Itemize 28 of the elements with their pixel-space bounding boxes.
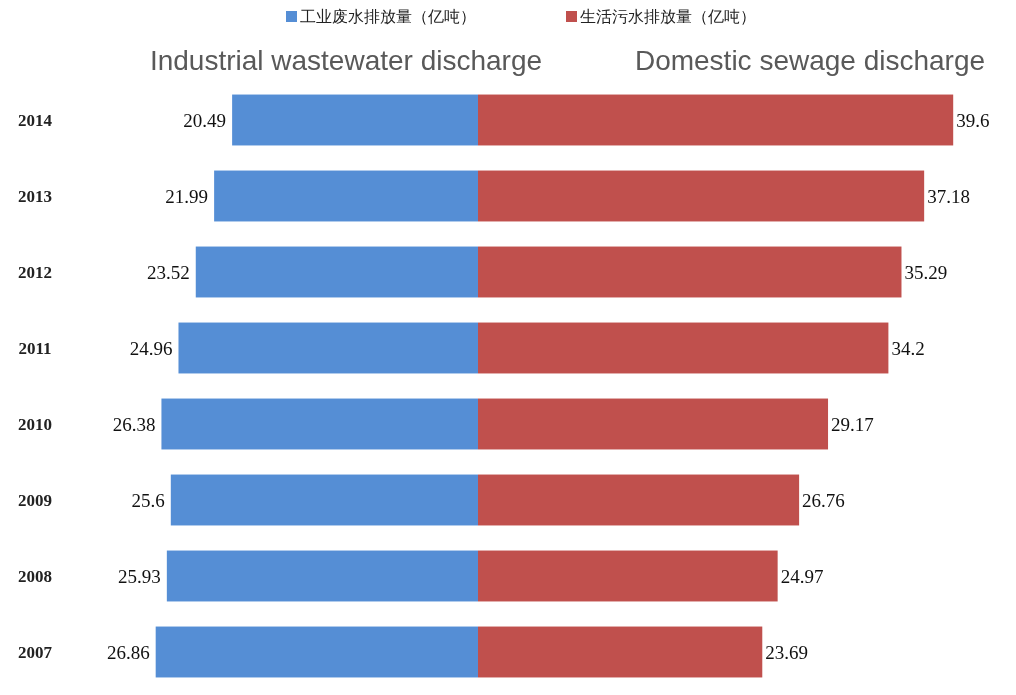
data-label: 26.38: [112, 414, 156, 435]
data-label: 35.29: [904, 262, 948, 283]
data-label: 23.69: [765, 642, 809, 663]
data-label: 39.6: [956, 110, 990, 131]
data-label: 25.93: [118, 566, 161, 587]
legend-label: 工业废水排放量（亿吨）: [300, 8, 476, 25]
data-label: 21.99: [165, 186, 209, 207]
y-tick-label: 2014: [18, 111, 53, 130]
y-tick-label: 2011: [18, 339, 52, 358]
data-label: 29.17: [831, 414, 874, 435]
data-label: 24.96: [129, 338, 173, 359]
data-label: 34.2: [891, 338, 925, 359]
data-label: 24.97: [780, 566, 824, 587]
y-tick-label: 2012: [18, 263, 52, 282]
y-tick-label: 2008: [18, 567, 52, 586]
data-label: 26.76: [802, 490, 845, 511]
data-label: 20.49: [183, 110, 227, 131]
y-tick-label: 2009: [18, 491, 52, 510]
y-tick-label: 2007: [18, 643, 53, 662]
y-tick-label: 2013: [18, 187, 52, 206]
data-label: 37.18: [927, 186, 970, 207]
data-label: 25.6: [131, 490, 165, 511]
data-label: 26.86: [106, 642, 150, 663]
y-tick-label: 2010: [18, 415, 52, 434]
chart-title: Industrial wastewater discharge: [149, 45, 543, 76]
data-label: 23.52: [147, 262, 190, 283]
chart-title: Domestic sewage discharge: [634, 45, 986, 76]
legend-label: 生活污水排放量（亿吨）: [580, 8, 756, 25]
